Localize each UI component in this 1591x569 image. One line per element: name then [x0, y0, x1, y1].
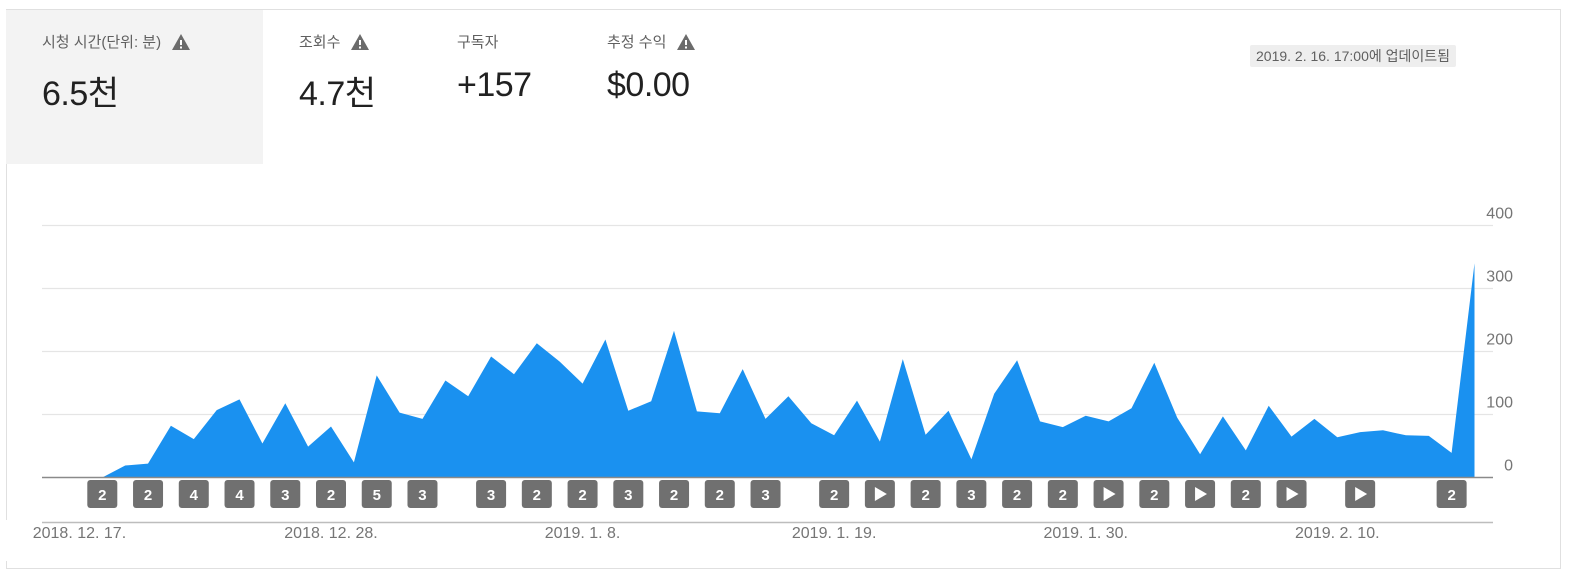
- video-marker[interactable]: [1047, 480, 1078, 508]
- video-marker-count[interactable]: 2: [578, 487, 586, 504]
- video-marker[interactable]: [224, 480, 255, 508]
- x-tick-label: 2019. 2. 10.: [1295, 525, 1380, 542]
- video-marker[interactable]: [910, 480, 941, 508]
- video-marker-count[interactable]: 3: [418, 487, 426, 504]
- video-marker-count[interactable]: 2: [921, 487, 929, 504]
- x-tick-label: 2018. 12. 28.: [284, 525, 377, 542]
- video-marker[interactable]: [361, 480, 392, 508]
- play-icon[interactable]: [1286, 487, 1299, 501]
- x-tick-label: 2019. 1. 8.: [545, 525, 621, 542]
- play-icon[interactable]: [1195, 487, 1208, 501]
- video-marker[interactable]: [1139, 480, 1170, 508]
- metric-label-watch-time: 시청 시간(단위: 분): [42, 31, 191, 52]
- video-marker[interactable]: [87, 480, 118, 508]
- video-marker[interactable]: [659, 480, 690, 508]
- video-marker-count[interactable]: 3: [967, 487, 975, 504]
- video-marker-count[interactable]: 2: [327, 487, 335, 504]
- metric-label-text: 조회수: [299, 34, 341, 51]
- play-icon[interactable]: [1355, 487, 1368, 501]
- metric-label-subscribers: 구독자: [457, 31, 498, 52]
- metric-value-subscribers: +157: [457, 66, 532, 104]
- video-marker-count[interactable]: 4: [235, 487, 244, 504]
- video-marker-count[interactable]: 2: [1242, 487, 1250, 504]
- x-tick-label: 2018. 12. 17.: [33, 525, 126, 542]
- warning-triangle-icon[interactable]: [171, 33, 191, 51]
- metric-label-text: 구독자: [457, 34, 499, 51]
- video-marker[interactable]: [316, 480, 346, 508]
- video-marker[interactable]: [133, 480, 164, 508]
- video-marker-count[interactable]: 2: [533, 487, 541, 504]
- video-marker[interactable]: [567, 480, 598, 508]
- metric-value-revenue: $0.00: [607, 66, 690, 104]
- metric-label-text: 시청 시간(단위: 분): [42, 34, 162, 51]
- video-marker[interactable]: [956, 480, 987, 508]
- video-marker[interactable]: [1002, 480, 1033, 508]
- video-marker-count[interactable]: 3: [281, 487, 289, 504]
- video-marker[interactable]: [1436, 480, 1467, 508]
- video-marker-count[interactable]: 2: [670, 487, 678, 504]
- video-marker-count[interactable]: 3: [487, 487, 495, 504]
- video-marker[interactable]: [407, 480, 438, 508]
- metric-label-views: 조회수: [299, 31, 370, 52]
- video-marker[interactable]: [476, 480, 507, 508]
- y-tick-label: 300: [1486, 269, 1513, 286]
- warning-triangle-icon[interactable]: [676, 33, 696, 51]
- chart-left-clip: [0, 520, 27, 561]
- y-tick-label: 200: [1486, 332, 1513, 349]
- video-marker-count[interactable]: 2: [144, 487, 152, 504]
- video-marker[interactable]: [1230, 480, 1261, 508]
- play-icon[interactable]: [1103, 487, 1116, 501]
- video-marker-count[interactable]: 2: [1059, 487, 1067, 504]
- metric-label-text: 추정 수익: [607, 34, 667, 51]
- x-tick-label: 2019. 1. 19.: [792, 525, 877, 542]
- metric-tab-watch-time[interactable]: [6, 10, 263, 164]
- warning-triangle-icon[interactable]: [350, 33, 370, 51]
- y-tick-label: 400: [1486, 206, 1513, 223]
- video-marker-count[interactable]: 2: [1447, 487, 1455, 504]
- metric-label-revenue: 추정 수익: [607, 31, 696, 52]
- video-marker-count[interactable]: 2: [830, 487, 838, 504]
- video-marker-count[interactable]: 2: [98, 487, 106, 504]
- video-marker-count[interactable]: 5: [373, 487, 381, 504]
- play-icon[interactable]: [874, 487, 887, 501]
- video-marker-count[interactable]: 3: [624, 487, 632, 504]
- video-marker-count[interactable]: 2: [716, 487, 724, 504]
- video-marker[interactable]: [178, 480, 209, 508]
- metric-value-watch-time: 6.5천: [42, 75, 119, 113]
- video-marker[interactable]: [704, 480, 735, 508]
- video-marker-count[interactable]: 3: [761, 487, 769, 504]
- y-tick-label: 100: [1486, 395, 1513, 412]
- video-marker[interactable]: [270, 480, 301, 508]
- metric-value-views: 4.7천: [299, 75, 376, 113]
- video-marker-count[interactable]: 4: [190, 487, 199, 504]
- video-marker[interactable]: [521, 480, 552, 508]
- video-marker[interactable]: [750, 480, 781, 508]
- video-marker[interactable]: [613, 480, 644, 508]
- video-marker[interactable]: [819, 480, 850, 508]
- x-tick-label: 2019. 1. 30.: [1043, 525, 1128, 542]
- video-marker-count[interactable]: 2: [1150, 487, 1158, 504]
- last-updated-badge: 2019. 2. 16. 17:00에 업데이트됨: [1250, 45, 1457, 67]
- video-marker-count[interactable]: 2: [1013, 487, 1021, 504]
- y-tick-label: 0: [1504, 458, 1513, 475]
- watch-time-area: [42, 263, 1475, 478]
